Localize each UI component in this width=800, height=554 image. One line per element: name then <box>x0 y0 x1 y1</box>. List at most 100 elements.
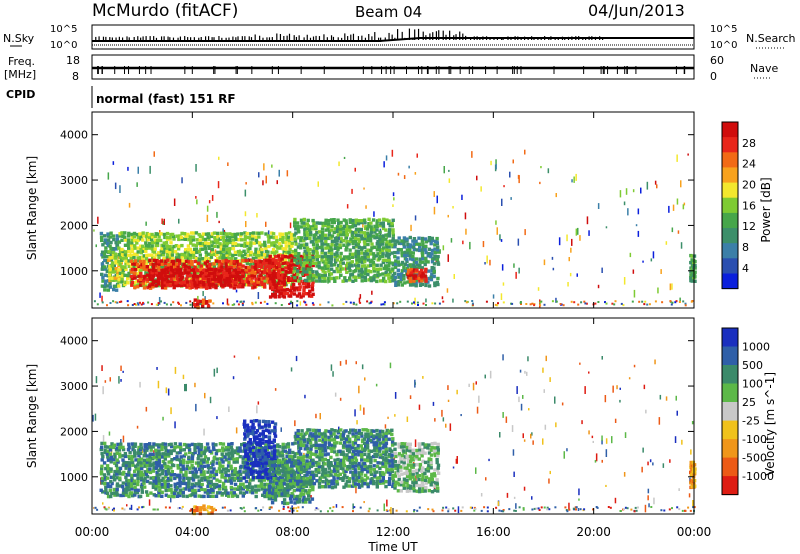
data-cell <box>355 258 359 262</box>
data-cell <box>339 220 343 225</box>
scatter-cell <box>447 385 449 390</box>
data-cell <box>281 273 285 277</box>
scatter-cell <box>452 298 454 303</box>
data-cell <box>205 300 209 304</box>
data-cell <box>208 262 212 266</box>
data-cell <box>217 269 221 273</box>
data-cell <box>121 485 125 489</box>
data-cell <box>415 248 419 252</box>
data-cell <box>140 487 144 492</box>
data-cell <box>381 239 385 243</box>
data-cell <box>118 445 122 450</box>
data-cell <box>146 467 150 471</box>
data-cell <box>145 493 150 497</box>
data-cell <box>384 242 389 246</box>
data-cell <box>216 277 220 281</box>
data-cell <box>103 441 107 446</box>
data-cell <box>298 266 302 270</box>
data-cell <box>336 269 340 274</box>
data-cell <box>232 491 236 495</box>
data-cell <box>114 258 118 262</box>
data-cell <box>144 472 149 476</box>
data-cell <box>286 445 291 449</box>
data-cell <box>126 273 130 278</box>
ground-cell <box>327 510 329 513</box>
ground-cell <box>353 302 355 305</box>
data-cell <box>220 457 224 462</box>
data-cell <box>314 261 319 265</box>
data-cell <box>430 256 435 261</box>
scatter-cell <box>130 504 133 510</box>
ground-cell <box>540 300 543 303</box>
data-cell <box>245 268 249 272</box>
data-cell <box>336 227 340 232</box>
data-cell <box>130 473 134 478</box>
data-cell <box>390 224 394 228</box>
data-cell <box>199 274 203 278</box>
ground-cell <box>614 300 617 303</box>
scatter-cell <box>561 402 564 406</box>
data-cell <box>148 286 153 290</box>
data-cell <box>261 452 265 456</box>
data-cell <box>163 457 167 461</box>
scatter-cell <box>681 439 683 445</box>
data-cell <box>246 442 250 447</box>
data-cell <box>249 265 253 269</box>
data-cell <box>257 277 262 281</box>
data-cell <box>344 264 349 268</box>
data-cell <box>427 284 432 288</box>
data-cell <box>145 277 149 282</box>
data-cell <box>302 223 307 228</box>
data-cell <box>155 451 159 456</box>
scatter-cell <box>595 453 598 462</box>
data-cell <box>371 261 376 265</box>
data-cell <box>222 247 226 252</box>
data-cell <box>143 464 147 468</box>
data-cell <box>345 255 349 259</box>
data-cell <box>191 231 195 235</box>
data-cell <box>250 448 255 453</box>
data-cell <box>143 476 147 481</box>
data-cell <box>375 235 379 240</box>
ground-cell <box>648 303 651 306</box>
data-cell <box>257 423 261 427</box>
data-cell <box>103 241 107 245</box>
scatter-cell <box>682 204 685 210</box>
data-cell <box>233 470 237 474</box>
data-cell <box>385 245 389 249</box>
scatter-cell <box>332 371 334 377</box>
data-cell <box>190 482 195 486</box>
data-cell <box>260 487 264 491</box>
scatter-cell <box>403 175 406 179</box>
data-cell <box>217 259 222 264</box>
data-cell <box>218 479 222 483</box>
data-cell <box>124 280 128 284</box>
data-cell <box>315 240 319 244</box>
data-cell <box>327 222 331 226</box>
data-cell <box>290 473 294 478</box>
ground-cell <box>431 508 434 511</box>
data-cell <box>137 279 141 283</box>
data-cell <box>188 450 192 455</box>
data-cell <box>270 231 274 235</box>
data-cell <box>221 256 225 260</box>
ground-cell <box>352 510 354 513</box>
data-cell <box>148 463 152 468</box>
data-cell <box>327 246 331 250</box>
scatter-cell <box>545 355 547 362</box>
data-cell <box>147 284 152 288</box>
scatter-cell <box>216 416 218 420</box>
ground-cell <box>413 301 415 304</box>
data-cell <box>399 277 403 281</box>
scatter-cell <box>505 416 508 423</box>
data-cell <box>158 473 162 477</box>
data-cell <box>185 466 190 471</box>
data-cell <box>225 244 229 248</box>
data-cell <box>326 266 330 270</box>
data-cell <box>114 288 119 292</box>
data-cell <box>193 259 197 264</box>
data-cell <box>381 221 385 225</box>
data-cell <box>278 232 282 236</box>
data-cell <box>171 274 175 278</box>
data-cell <box>181 259 185 263</box>
